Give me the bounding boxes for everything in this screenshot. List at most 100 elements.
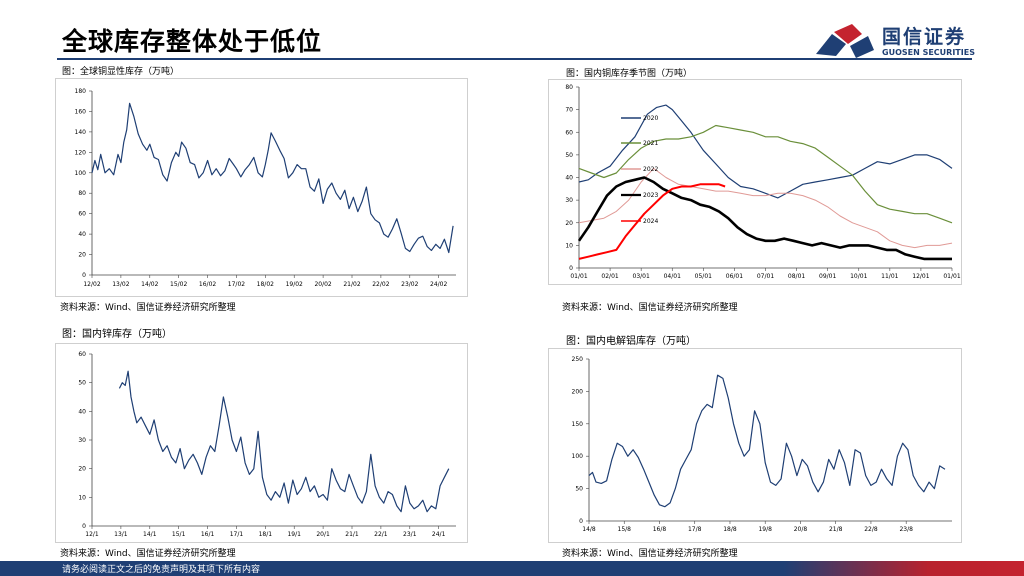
x-tick-label: 09/01 <box>819 273 836 280</box>
y-tick-label: 200 <box>572 388 584 395</box>
chart-3-title: 图：国内锌库存（万吨） <box>62 329 172 340</box>
y-tick-label: 0 <box>569 265 573 272</box>
guosen-logo-icon <box>816 24 874 58</box>
x-tick-label: 22/02 <box>372 281 389 288</box>
x-tick-label: 19/1 <box>287 531 301 538</box>
chart-1-box: 0 20 40 60 80 100 120 140 160 180 12/02 13/02 14/02 1… <box>55 78 468 297</box>
legend-label-2023: 2023 <box>643 192 658 199</box>
y-tick-label: 150 <box>572 421 584 428</box>
x-tick-label: 07/01 <box>757 273 774 280</box>
x-tick-label: 01/01 <box>943 273 960 280</box>
x-tick-label: 10/01 <box>850 273 867 280</box>
x-tick-label: 11/01 <box>881 273 898 280</box>
page-title: 全球库存整体处于低位 <box>62 27 323 56</box>
footer-accent <box>784 561 1024 576</box>
series-line-2022 <box>578 167 953 249</box>
y-tick-label: 40 <box>565 175 573 182</box>
x-tick-label: 12/1 <box>85 531 99 538</box>
chart-3-source: 资料来源：Wind、国信证券经济研究所整理 <box>60 549 236 559</box>
x-tick-label: 18/1 <box>259 531 273 538</box>
chart-4-box: 0 50 100 150 200 250 14/8 15/8 16/8 17/8 18/8 19/8 2… <box>548 348 962 543</box>
x-tick-label: 03/01 <box>633 273 650 280</box>
x-tick-label: 23/8 <box>899 526 913 533</box>
series-line-2021 <box>578 124 953 224</box>
y-tick-label: 140 <box>75 129 87 136</box>
logo-en-text: GUOSEN SECURITIES <box>882 48 975 57</box>
x-tick-label: 14/1 <box>143 531 157 538</box>
x-tick-label: 06/01 <box>726 273 743 280</box>
x-tick-label: 16/1 <box>201 531 215 538</box>
chart-4-source: 资料来源：Wind、国信证券经济研究所整理 <box>562 549 738 559</box>
y-tick-label: 160 <box>75 108 87 115</box>
chart-1-title: 图：全球铜显性库存（万吨） <box>62 67 180 77</box>
series-line-2024 <box>578 183 726 260</box>
series-line-2023 <box>577 176 952 261</box>
legend-label-2021: 2021 <box>643 140 658 147</box>
chart-3-box: 0 10 20 30 40 50 60 12/1 13/1 14/1 15/1 16/1 17/1 18/… <box>55 343 468 543</box>
x-tick-label: 17/1 <box>230 531 244 538</box>
chart-2-title: 图：国内铜库存季节图（万吨） <box>566 69 693 79</box>
chart-2-source: 资料来源：Wind、国信证券经济研究所整理 <box>562 303 738 313</box>
y-tick-label: 70 <box>565 107 573 114</box>
y-tick-label: 60 <box>78 351 86 358</box>
x-tick-label: 19/02 <box>286 281 303 288</box>
x-tick-label: 13/02 <box>112 281 129 288</box>
y-tick-label: 100 <box>75 170 87 177</box>
x-tick-label: 17/02 <box>228 281 245 288</box>
cn-copper-seasonal-chart: 0 10 20 30 40 50 60 70 80 01/01 02/01 03/01 04/01 05/… <box>565 84 960 280</box>
title-rule <box>57 58 972 60</box>
y-tick-label: 20 <box>78 252 86 259</box>
series-line-国内电解铝库存 <box>588 374 946 508</box>
y-tick-label: 0 <box>579 518 583 525</box>
x-tick-label: 21/8 <box>829 526 843 533</box>
x-tick-label: 05/01 <box>695 273 712 280</box>
x-tick-label: 14/02 <box>141 281 158 288</box>
x-tick-label: 22/8 <box>864 526 878 533</box>
legend-label-2022: 2022 <box>643 166 658 173</box>
x-tick-label: 16/8 <box>653 526 667 533</box>
x-tick-label: 14/8 <box>582 526 596 533</box>
footer-bar: 请务必阅读正文之后的免责声明及其项下所有内容 <box>0 561 1024 576</box>
chart-2-box: 0 10 20 30 40 50 60 70 80 01/01 02/01 03/01 04/01 05/… <box>548 79 962 285</box>
y-tick-label: 0 <box>82 523 86 530</box>
guosen-logo: 国信证券 GUOSEN SECURITIES <box>812 20 982 62</box>
x-tick-label: 08/01 <box>788 273 805 280</box>
x-tick-label: 20/02 <box>314 281 331 288</box>
x-tick-label: 23/02 <box>401 281 418 288</box>
y-tick-label: 50 <box>565 152 573 159</box>
x-tick-label: 12/02 <box>83 281 100 288</box>
x-tick-label: 15/8 <box>618 526 632 533</box>
x-tick-label: 24/02 <box>430 281 447 288</box>
x-tick-label: 13/1 <box>114 531 128 538</box>
y-tick-label: 180 <box>75 88 87 95</box>
global-copper-chart: 0 20 40 60 80 100 120 140 160 180 12/02 13/02 14/02 1… <box>75 88 456 288</box>
x-tick-label: 18/02 <box>257 281 274 288</box>
y-tick-label: 60 <box>565 129 573 136</box>
y-tick-label: 250 <box>572 356 584 363</box>
y-tick-label: 120 <box>75 149 87 156</box>
x-tick-label: 01/01 <box>570 273 587 280</box>
y-tick-label: 60 <box>78 211 86 218</box>
cn-zinc-chart: 0 10 20 30 40 50 60 12/1 13/1 14/1 15/1 16/1 17/1 18/… <box>78 351 456 538</box>
x-tick-label: 21/02 <box>343 281 360 288</box>
y-tick-label: 80 <box>78 190 86 197</box>
x-tick-label: 20/1 <box>316 531 330 538</box>
x-tick-label: 15/1 <box>172 531 186 538</box>
y-tick-label: 30 <box>565 197 573 204</box>
cn-aluminum-chart: 0 50 100 150 200 250 14/8 15/8 16/8 17/8 18/8 19/8 2… <box>572 356 952 533</box>
logo-cn-text: 国信证券 <box>882 26 967 48</box>
y-tick-label: 80 <box>565 84 573 91</box>
y-tick-label: 20 <box>78 466 86 473</box>
chart-4-title: 图：国内电解铝库存（万吨） <box>566 336 696 347</box>
y-tick-label: 50 <box>575 486 583 493</box>
footer-disclaimer: 请务必阅读正文之后的免责声明及其项下所有内容 <box>62 565 261 575</box>
x-tick-label: 04/01 <box>664 273 681 280</box>
x-tick-label: 24/1 <box>432 531 446 538</box>
x-tick-label: 17/8 <box>688 526 702 533</box>
chart-1-source: 资料来源：Wind、国信证券经济研究所整理 <box>60 303 236 313</box>
x-tick-label: 22/1 <box>374 531 388 538</box>
series-line-国内锌库存 <box>118 370 450 513</box>
y-tick-label: 20 <box>565 220 573 227</box>
y-tick-label: 40 <box>78 408 86 415</box>
x-tick-label: 12/01 <box>912 273 929 280</box>
